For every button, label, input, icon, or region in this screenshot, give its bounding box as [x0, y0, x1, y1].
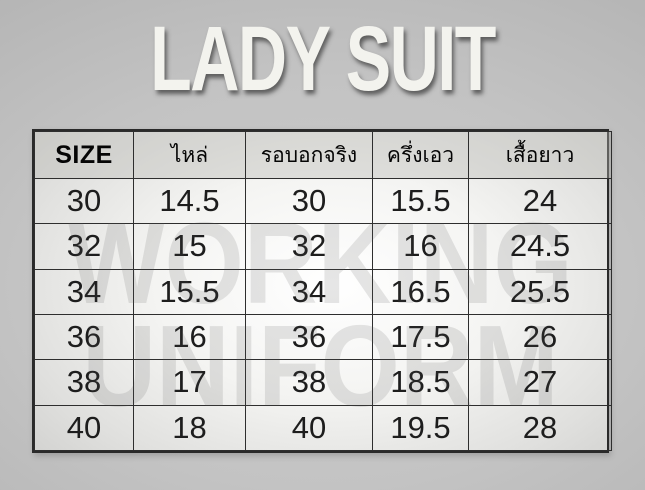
- column-header-chest: รอบอกจริง: [245, 131, 373, 179]
- table-cell: 38: [34, 359, 134, 406]
- table-cell: 16.5: [372, 268, 469, 315]
- table-cell: 27: [468, 359, 612, 406]
- table-cell: 15.5: [133, 268, 246, 315]
- table-row: 38 17 38 18.5 27: [34, 359, 612, 406]
- page-title: LADY SUIT: [150, 7, 496, 110]
- table-cell: 38: [245, 359, 373, 406]
- table-cell: 30: [34, 177, 134, 225]
- table-cell: 16: [372, 223, 469, 270]
- table-cell: 17: [133, 359, 246, 406]
- table-cell: 26: [468, 313, 612, 361]
- table-cell: 32: [245, 223, 373, 270]
- table-cell: 17.5: [372, 313, 469, 361]
- table-cell: 25.5: [468, 268, 612, 315]
- table-cell: 32: [34, 223, 134, 270]
- table-cell: 16: [133, 313, 246, 361]
- table-cell: 19.5: [372, 404, 469, 452]
- table-cell: 40: [245, 404, 373, 452]
- table-cell: 18: [133, 404, 246, 452]
- table-cell: 34: [34, 268, 134, 315]
- table-header-row: SIZE ไหล่ รอบอกจริง ครึ่งเอว เสื้อยาว: [34, 131, 612, 179]
- table-cell: 28: [468, 404, 612, 452]
- table-row: 40 18 40 19.5 28: [34, 404, 612, 452]
- table-row: 30 14.5 30 15.5 24: [34, 177, 612, 225]
- size-table: SIZE ไหล่ รอบอกจริง ครึ่งเอว เสื้อยาว 30…: [32, 129, 612, 453]
- column-header-shirt-length: เสื้อยาว: [468, 131, 612, 179]
- column-header-size: SIZE: [34, 131, 134, 179]
- table-cell: 36: [245, 313, 373, 361]
- table-cell: 15: [133, 223, 246, 270]
- table-cell: 24: [468, 177, 612, 225]
- table-cell: 34: [245, 268, 373, 315]
- table-row: 34 15.5 34 16.5 25.5: [34, 268, 612, 315]
- table-cell: 14.5: [133, 177, 246, 225]
- table-cell: 18.5: [372, 359, 469, 406]
- table-cell: 24.5: [468, 223, 612, 270]
- table-cell: 15.5: [372, 177, 469, 225]
- table-cell: 30: [245, 177, 373, 225]
- size-chart-table: SIZE ไหล่ รอบอกจริง ครึ่งเอว เสื้อยาว 30…: [34, 131, 612, 452]
- column-header-half-waist: ครึ่งเอว: [372, 131, 469, 179]
- table-cell: 36: [34, 313, 134, 361]
- table-cell: 40: [34, 404, 134, 452]
- column-header-shoulder: ไหล่: [133, 131, 246, 179]
- table-row: 32 15 32 16 24.5: [34, 223, 612, 270]
- table-row: 36 16 36 17.5 26: [34, 313, 612, 361]
